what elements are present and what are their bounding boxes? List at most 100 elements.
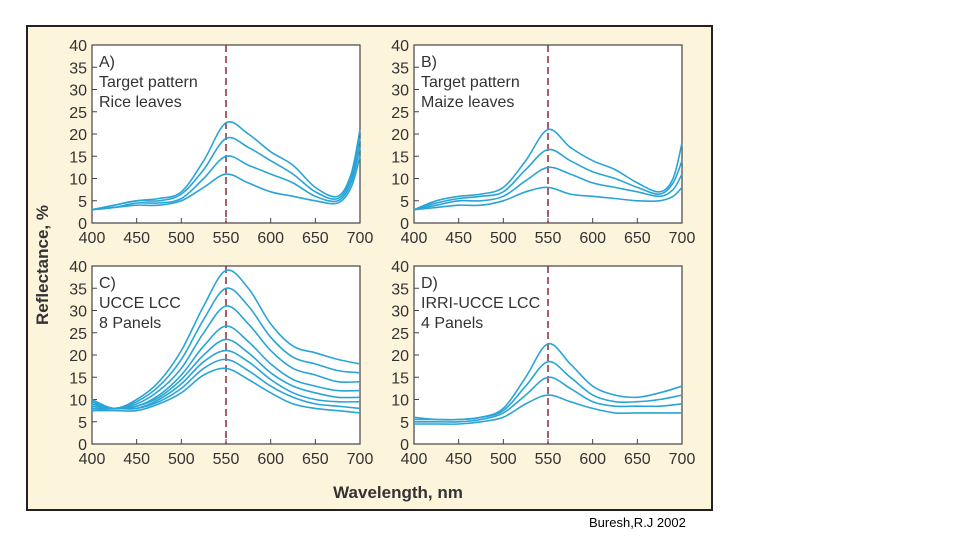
panel-title-a: A) (99, 54, 115, 71)
y-tick-label: 20 (69, 348, 87, 365)
y-tick-label: 10 (391, 393, 409, 410)
y-tick-label: 0 (400, 437, 409, 454)
x-tick-label: 700 (669, 451, 696, 468)
y-axis-label: Reflectance, % (33, 205, 52, 325)
series-line-c-2 (91, 287, 361, 410)
series-line-b-3 (413, 166, 683, 211)
series-line-c-3 (91, 305, 361, 410)
series-line-c-5 (91, 338, 361, 410)
y-tick-label: 15 (69, 370, 87, 387)
panel-title-c: UCCE LCC (99, 295, 181, 312)
x-tick-label: 600 (579, 451, 606, 468)
y-tick-label: 0 (78, 216, 87, 233)
series-line-d-2 (413, 360, 683, 421)
y-tick-label: 25 (69, 105, 87, 122)
y-tick-label: 5 (400, 415, 409, 432)
x-tick-label: 550 (535, 451, 562, 468)
x-tick-label: 400 (401, 451, 428, 468)
x-tick-label: 650 (302, 451, 329, 468)
panel-title-b: Target pattern (421, 74, 520, 91)
figure-panel: Reflectance, % Wavelength, nm 0 5 10 15 20 25… (26, 25, 713, 511)
x-tick-label: 500 (168, 451, 195, 468)
x-tick-label: 500 (490, 451, 517, 468)
x-tick-label: 400 (79, 230, 106, 247)
x-tick-label: 700 (347, 451, 374, 468)
panel-title-d: IRRI-UCCE LCC (421, 295, 540, 312)
panel-a: 0 5 10 15 20 25 30 35 40 400 450 500 550 600 650 700 A) T… (69, 38, 373, 247)
y-tick-label: 10 (69, 172, 87, 189)
panel-title-c: C) (99, 275, 116, 292)
x-axis-label: Wavelength, nm (333, 483, 463, 502)
y-tick-label: 10 (391, 172, 409, 189)
panel-c: 0 5 10 15 20 25 30 35 40 400 450 500 550 600 650 700 C) U… (69, 259, 373, 468)
x-tick-label: 500 (490, 230, 517, 247)
y-tick-label: 35 (391, 281, 409, 298)
panel-title-a: Rice leaves (99, 94, 182, 111)
series-line-b-4 (413, 186, 683, 211)
panel-title-b: B) (421, 54, 437, 71)
x-tick-label: 550 (213, 451, 240, 468)
panel-title-d: D) (421, 275, 438, 292)
y-tick-label: 5 (400, 194, 409, 211)
y-tick-label: 0 (400, 216, 409, 233)
x-tick-label: 500 (168, 230, 195, 247)
x-tick-label: 650 (624, 451, 651, 468)
y-tick-label: 35 (391, 60, 409, 77)
panel-title-b: Maize leaves (421, 94, 514, 111)
panel-title-c: 8 Panels (99, 315, 161, 332)
panel-b: 0 5 10 15 20 25 30 35 40 400 450 500 550 600 650 700 B) T… (391, 38, 695, 247)
panel-d: 0 5 10 15 20 25 30 35 40 400 450 500 550 600 650 700 D) I… (391, 259, 695, 468)
y-tick-label: 30 (391, 304, 409, 321)
panel-title-a: Target pattern (99, 74, 198, 91)
series-line-b-2 (413, 148, 683, 211)
y-tick-label: 15 (69, 149, 87, 166)
series-line-c-8 (92, 367, 361, 414)
x-tick-label: 650 (624, 230, 651, 247)
x-tick-label: 700 (347, 230, 374, 247)
x-tick-label: 450 (123, 230, 150, 247)
x-tick-label: 550 (213, 230, 240, 247)
y-tick-label: 40 (391, 38, 409, 55)
y-tick-label: 0 (78, 437, 87, 454)
y-tick-label: 25 (391, 326, 409, 343)
y-tick-label: 15 (391, 149, 409, 166)
y-tick-label: 5 (78, 194, 87, 211)
series-line-a-3 (91, 147, 361, 211)
y-tick-label: 35 (69, 60, 87, 77)
y-tick-label: 40 (69, 259, 87, 276)
series-line-b-1 (413, 128, 683, 211)
citation-text: Buresh,R.J 2002 (589, 515, 686, 530)
y-tick-label: 25 (69, 326, 87, 343)
panel-title-d: 4 Panels (421, 315, 483, 332)
series-line-a-4 (91, 156, 361, 211)
y-tick-label: 15 (391, 370, 409, 387)
y-tick-label: 20 (69, 127, 87, 144)
y-tick-label: 20 (391, 127, 409, 144)
x-tick-label: 400 (79, 451, 106, 468)
series-line-d-3 (414, 376, 683, 423)
x-tick-label: 450 (445, 451, 472, 468)
x-tick-label: 600 (257, 230, 284, 247)
series-line-d-4 (414, 394, 682, 425)
series-line-c-7 (91, 358, 361, 412)
x-tick-label: 600 (579, 230, 606, 247)
y-tick-label: 30 (69, 304, 87, 321)
y-tick-label: 20 (391, 348, 409, 365)
x-tick-label: 600 (257, 451, 284, 468)
x-tick-label: 400 (401, 230, 428, 247)
x-tick-label: 450 (445, 230, 472, 247)
x-tick-label: 650 (302, 230, 329, 247)
series-line-a-2 (91, 136, 361, 211)
y-tick-label: 40 (69, 38, 87, 55)
x-tick-label: 450 (123, 451, 150, 468)
y-tick-label: 35 (69, 281, 87, 298)
y-tick-label: 30 (391, 83, 409, 100)
x-tick-label: 550 (535, 230, 562, 247)
x-tick-label: 700 (669, 230, 696, 247)
series-line-c-1 (91, 269, 361, 410)
figure-svg: Reflectance, % Wavelength, nm 0 5 10 15 20 25… (33, 38, 695, 502)
y-tick-label: 30 (69, 83, 87, 100)
y-tick-label: 5 (78, 415, 87, 432)
y-tick-label: 10 (69, 393, 87, 410)
y-tick-label: 40 (391, 259, 409, 276)
